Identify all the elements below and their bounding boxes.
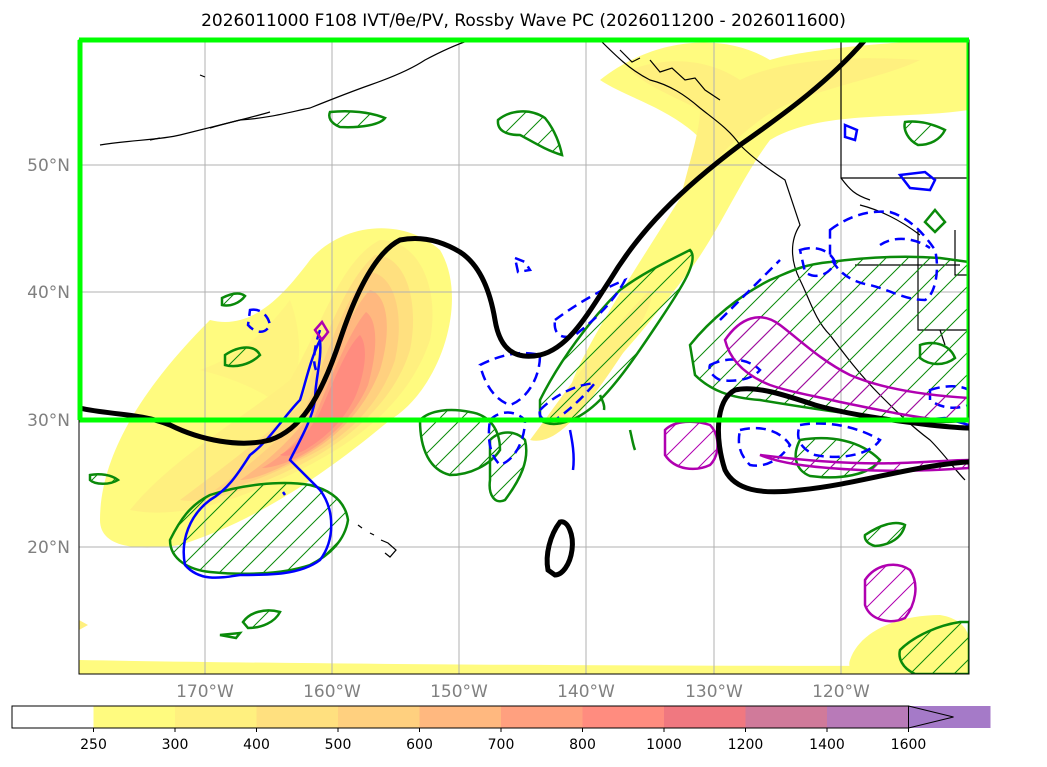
map-title: 2026011000 F108 IVT/θe/PV, Rossby Wave P… (201, 11, 846, 31)
colorbar-tick-label: 1200 (728, 737, 764, 753)
colorbar-tick-label: 1400 (809, 737, 845, 753)
colorbar-tick-label: 400 (243, 737, 270, 753)
colorbar-tick-label: 300 (162, 737, 189, 753)
colorbar-segment (175, 706, 257, 728)
lon-label-130w: 130°W (685, 682, 743, 702)
map-area (79, 40, 969, 674)
colorbar-segment (501, 706, 583, 728)
colorbar-segment (93, 706, 176, 728)
colorbar-tick-label: 250 (80, 737, 107, 753)
colorbar-segment (338, 706, 420, 728)
colorbar-tick-label: 1000 (646, 737, 682, 753)
colorbar-tick-label: 600 (406, 737, 433, 753)
lon-label-150w: 150°W (430, 682, 488, 702)
colorbar-segment (745, 706, 828, 728)
lon-label-140w: 140°W (557, 682, 615, 702)
colorbar-tick-label: 1600 (891, 737, 927, 753)
colorbar-segment (827, 706, 909, 728)
colorbar-segment (664, 706, 746, 728)
colorbar-segment (12, 706, 94, 728)
lat-label-40: 40°N (27, 283, 70, 303)
lon-label-160w: 160°W (303, 682, 361, 702)
lon-label-120w: 120°W (812, 682, 870, 702)
colorbar-tick-label: 800 (569, 737, 596, 753)
colorbar-tick-label: 700 (488, 737, 515, 753)
lat-label-50: 50°N (27, 156, 70, 176)
colorbar-segment (256, 706, 339, 728)
colorbar: 250 300 400 500 600 700 800 1000 1200 1400 1600 (11, 705, 991, 753)
lat-label-30: 30°N (27, 411, 70, 431)
lon-label-170w: 170°W (176, 682, 234, 702)
colorbar-tick-label: 500 (325, 737, 352, 753)
rossby-wave-contour (79, 40, 969, 578)
lat-label-20: 20°N (27, 538, 70, 558)
colorbar-extend-arrow (908, 705, 954, 729)
colorbar-outline (11, 705, 909, 729)
colorbar-segment (419, 706, 502, 728)
colorbar-segment (582, 706, 665, 728)
